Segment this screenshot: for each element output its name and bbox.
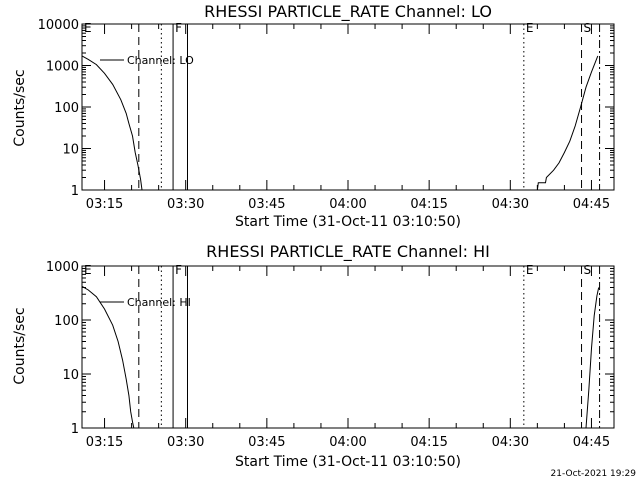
x-axis-label: Start Time (31-Oct-11 03:10:50) xyxy=(235,214,461,230)
y-axis-label: Counts/sec xyxy=(12,69,28,146)
x-axis-label: Start Time (31-Oct-11 03:10:50) xyxy=(235,454,461,470)
y-tick-label: 1 xyxy=(71,422,79,437)
y-tick-label: 10000 xyxy=(38,18,79,33)
footer-timestamp: 21-Oct-2021 19:29 xyxy=(551,469,637,479)
event-marker-label: S xyxy=(584,21,592,35)
legend-label: Channel: HI xyxy=(127,296,191,309)
event-marker-label: F xyxy=(175,263,182,277)
plot-frame xyxy=(81,23,615,191)
event-marker-label: F xyxy=(175,21,182,35)
x-tick-label: 04:15 xyxy=(410,197,447,212)
series-line xyxy=(81,55,143,191)
y-tick-label: 100 xyxy=(54,101,79,116)
x-tick-label: 03:45 xyxy=(248,197,285,212)
x-tick-label: 04:00 xyxy=(329,197,366,212)
y-tick-label: 10 xyxy=(62,368,79,383)
x-tick-label: 03:15 xyxy=(86,197,123,212)
y-tick-label: 1 xyxy=(71,184,79,199)
series-line xyxy=(585,287,600,429)
event-marker-label: E xyxy=(526,263,534,277)
chart-title: RHESSI PARTICLE_RATE Channel: HI xyxy=(206,242,490,262)
y-tick-label: 1000 xyxy=(46,60,79,75)
x-tick-label: 03:30 xyxy=(167,435,204,450)
event-marker-label: E xyxy=(526,21,534,35)
event-marker-label: E xyxy=(84,263,92,277)
y-tick-label: 1000 xyxy=(46,260,79,275)
x-tick-label: 04:15 xyxy=(410,435,447,450)
y-tick-label: 10 xyxy=(62,143,79,158)
series-line xyxy=(536,55,599,191)
x-tick-label: 04:30 xyxy=(492,435,529,450)
legend-label: Channel: LO xyxy=(127,54,194,67)
x-tick-label: 03:15 xyxy=(86,435,123,450)
series-line xyxy=(81,285,135,429)
y-axis-label: Counts/sec xyxy=(12,307,28,384)
x-tick-label: 04:45 xyxy=(573,435,610,450)
event-marker-label: S xyxy=(584,263,592,277)
chart-panel-lo: RHESSI PARTICLE_RATE Channel: LO Counts/… xyxy=(12,2,615,230)
x-tick-label: 03:30 xyxy=(167,197,204,212)
chart-title: RHESSI PARTICLE_RATE Channel: LO xyxy=(204,2,492,22)
x-tick-label: 04:45 xyxy=(573,197,610,212)
x-tick-label: 03:45 xyxy=(248,435,285,450)
x-tick-label: 04:30 xyxy=(492,197,529,212)
chart-panel-hi: RHESSI PARTICLE_RATE Channel: HI Counts/… xyxy=(12,242,615,470)
x-tick-label: 04:00 xyxy=(329,435,366,450)
y-tick-label: 100 xyxy=(54,314,79,329)
event-marker-label: E xyxy=(84,21,92,35)
